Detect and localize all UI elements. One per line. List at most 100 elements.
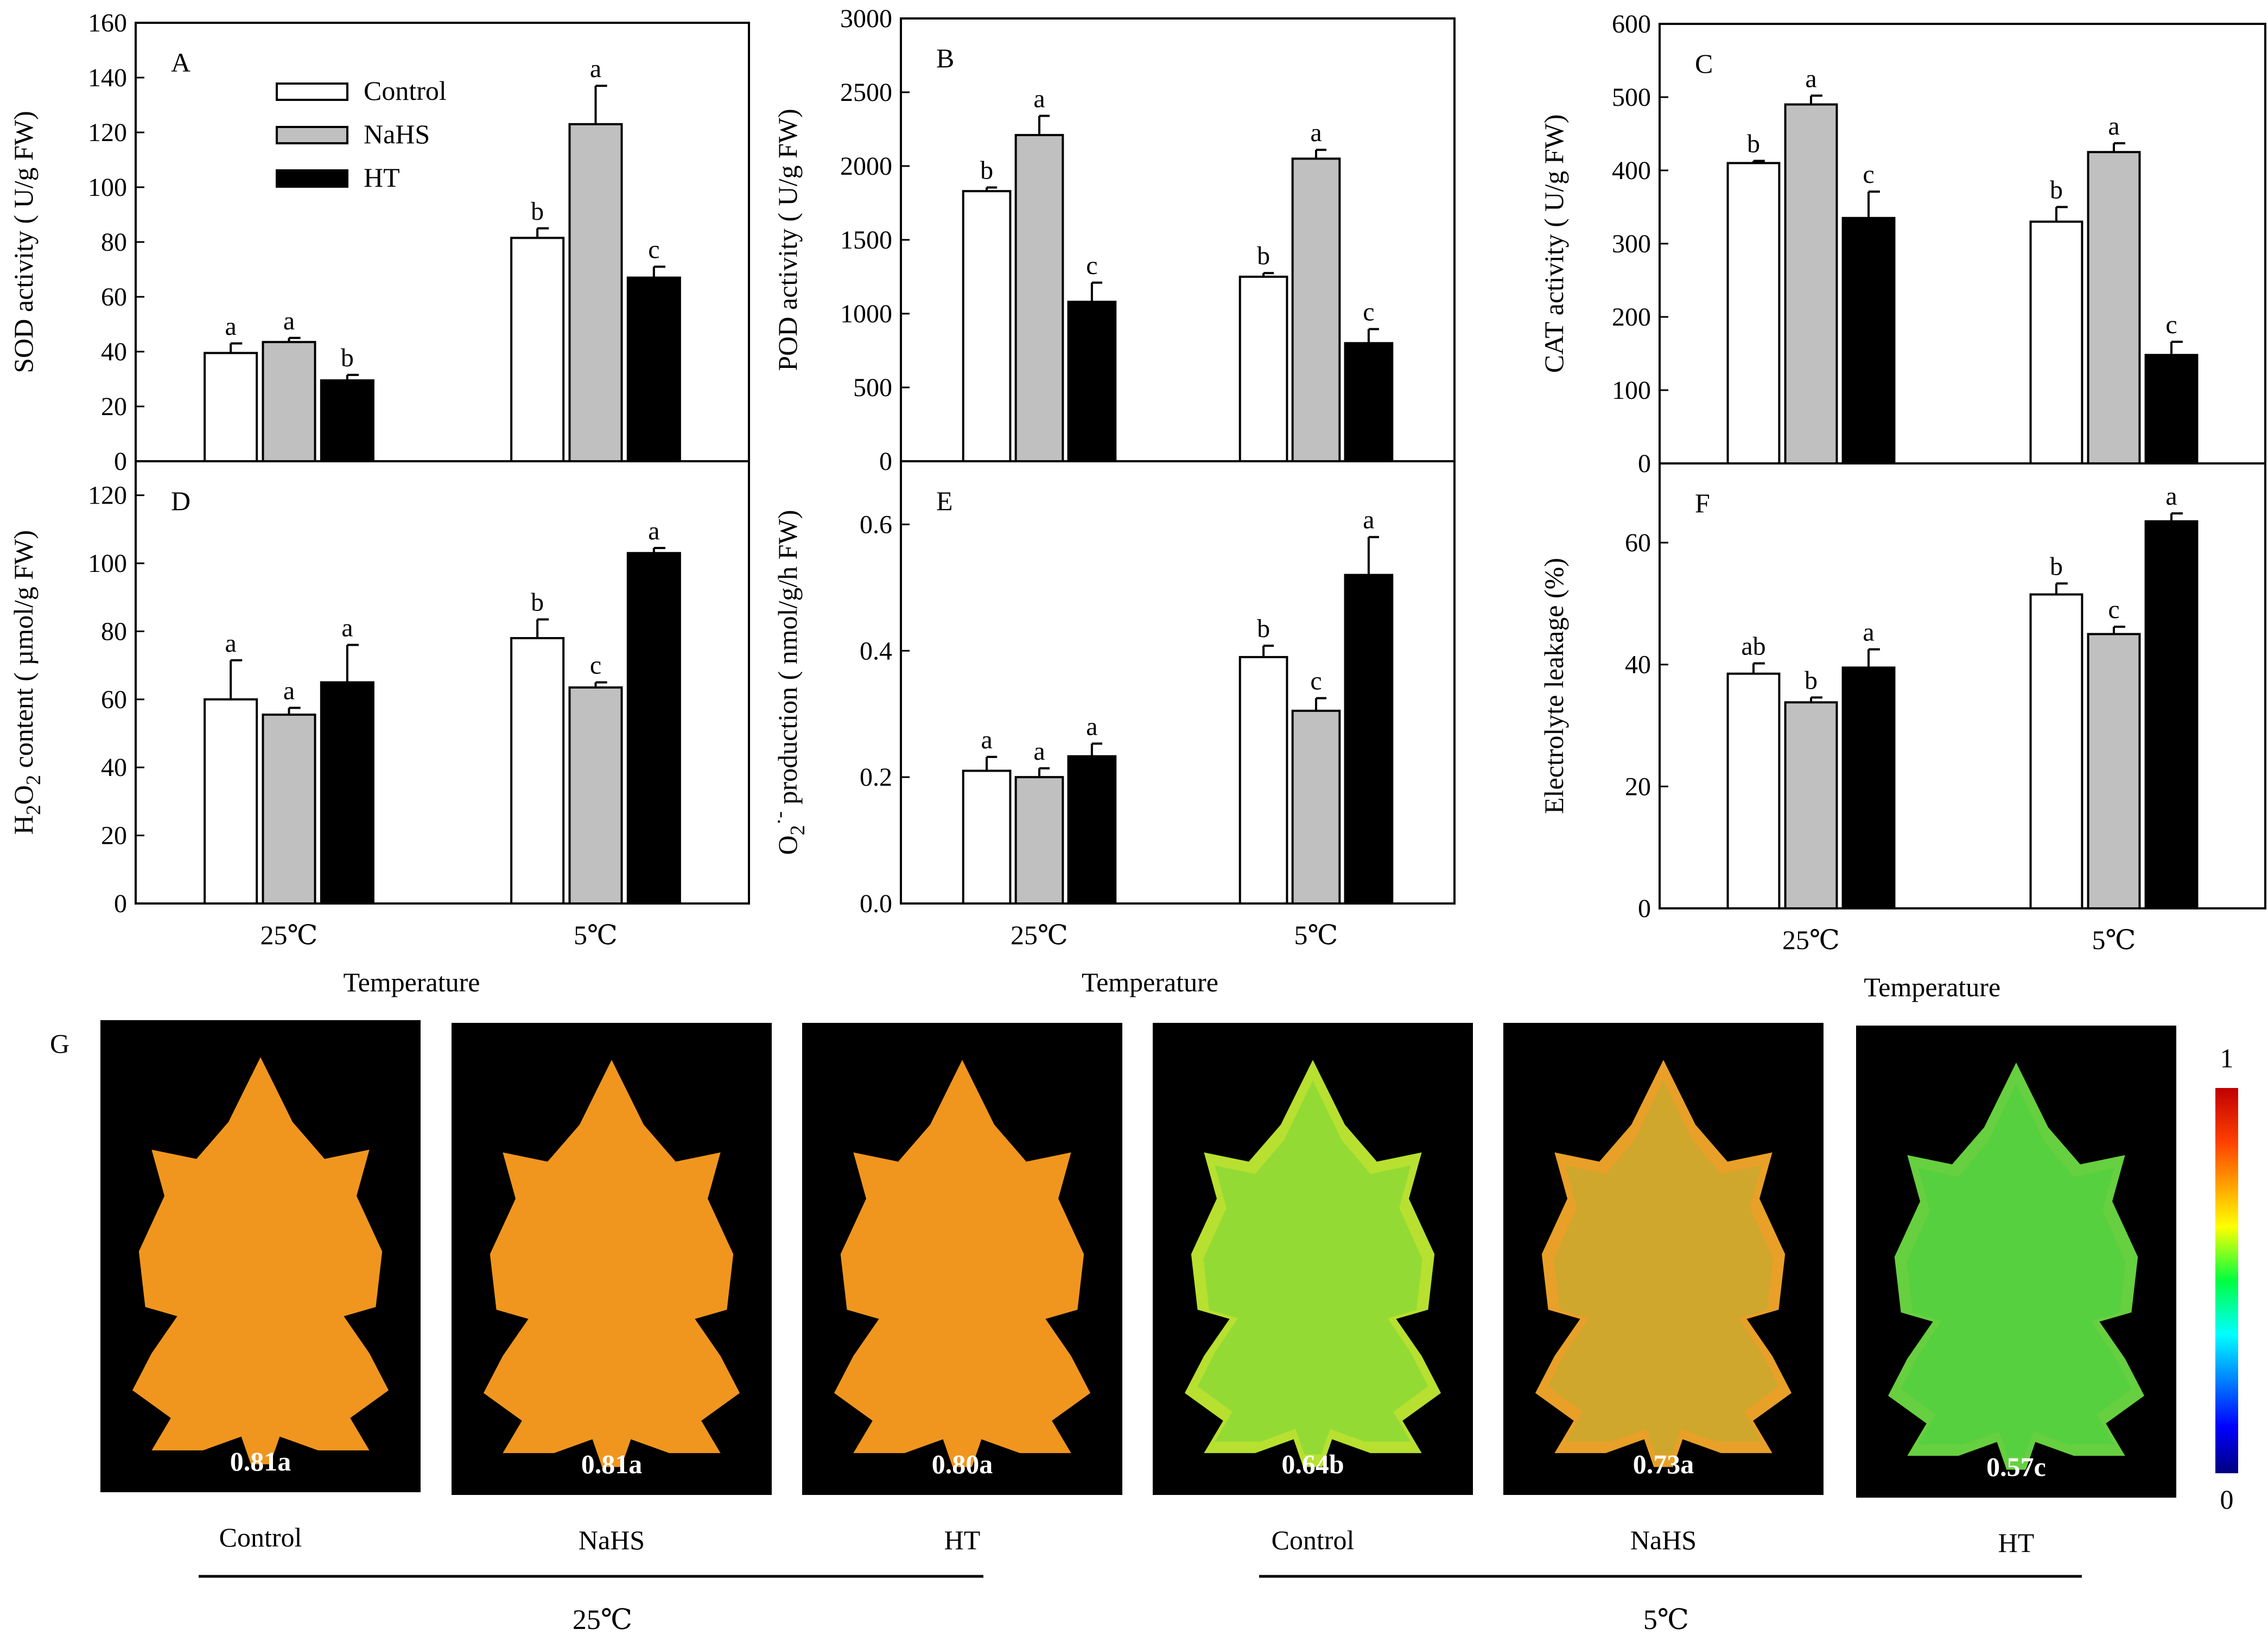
x-axis-label: Temperature xyxy=(1082,967,1218,997)
bar-ht xyxy=(1344,574,1394,905)
significance-letter: c xyxy=(1863,160,1874,189)
plot-frame xyxy=(1659,462,2266,909)
leaf-image: 0.73a NaHS xyxy=(1503,1023,1824,1555)
significance-letter: a xyxy=(590,54,601,83)
panel-label: E xyxy=(936,486,953,516)
leaf xyxy=(1888,1062,2144,1470)
panel-E: 0.0 0.2 0.4 0.6 O2·- production ( nmol/g/h F… xyxy=(768,460,1456,997)
legend-swatch-ht xyxy=(276,169,348,188)
bar-ht xyxy=(1344,342,1394,463)
fvfm-value: 0.80a xyxy=(932,1449,993,1479)
y-tick-label: 2000 xyxy=(840,152,892,181)
bar-ht xyxy=(2144,354,2199,465)
fvfm-value: 0.73a xyxy=(1633,1449,1694,1479)
significance-letter: a xyxy=(1863,618,1874,647)
significance-letter: a xyxy=(225,312,236,341)
legend-swatch-control xyxy=(276,82,348,101)
y-tick-label: 120 xyxy=(88,481,127,510)
significance-letter: a xyxy=(225,629,236,658)
significance-letter: a xyxy=(648,517,659,545)
bar-control xyxy=(510,237,565,462)
plot-frame xyxy=(135,460,750,905)
significance-letter: c xyxy=(590,651,601,680)
significance-letter: c xyxy=(2165,310,2177,339)
bar-nahs xyxy=(1784,103,1838,464)
y-tick-label: 3000 xyxy=(840,4,892,33)
legend-swatch-nahs xyxy=(276,126,348,144)
significance-letter: a xyxy=(2165,482,2177,511)
y-tick-label: 80 xyxy=(101,617,127,646)
y-tick-label: 300 xyxy=(1612,230,1651,258)
bar-nahs xyxy=(1014,776,1064,905)
significance-letter: a xyxy=(341,614,353,642)
bar-control xyxy=(2029,220,2083,464)
y-tick-label: 600 xyxy=(1612,10,1651,39)
significance-letter: b xyxy=(531,197,544,226)
panel-label: C xyxy=(1695,48,1713,79)
leaf-shading xyxy=(1548,1080,1779,1455)
plot-frame xyxy=(900,460,1456,905)
bar-control xyxy=(2029,593,2083,909)
bar-control xyxy=(204,352,258,463)
significance-letter: a xyxy=(1033,737,1045,766)
x-axis-label: Temperature xyxy=(344,967,480,997)
y-tick-label: 20 xyxy=(101,392,127,421)
significance-letter: a xyxy=(1086,712,1097,741)
panel-D: 0 20 40 60 80 100 120 H2O2 content ( µmol/g FW)… xyxy=(8,460,750,997)
significance-letter: b xyxy=(980,156,993,184)
leaf-image: 0.57c HT xyxy=(1856,1026,2176,1558)
y-axis-label: H2O2 content ( µmol/g FW) xyxy=(8,530,45,835)
panel-label: G xyxy=(50,1028,69,1059)
y-axis-label: CAT activity ( U/g FW) xyxy=(1539,114,1569,373)
leaf-caption: NaHS xyxy=(1630,1525,1697,1555)
leaf-caption: Control xyxy=(1272,1525,1355,1555)
fvfm-value: 0.64b xyxy=(1281,1449,1344,1479)
y-tick-label: 0.2 xyxy=(860,763,892,792)
y-tick-label: 200 xyxy=(1612,303,1651,332)
y-tick-label: 1000 xyxy=(840,300,892,328)
leaf xyxy=(1185,1060,1441,1467)
significance-letter: b xyxy=(1257,241,1270,270)
leaf-caption: HT xyxy=(1998,1528,2035,1558)
y-tick-label: 0 xyxy=(879,447,892,476)
significance-letter: a xyxy=(981,725,992,754)
y-tick-label: 0 xyxy=(1638,449,1651,478)
x-tick-label: 25℃ xyxy=(261,920,318,950)
significance-letter: b xyxy=(2050,552,2063,581)
group-label: 5℃ xyxy=(1643,1605,1689,1635)
y-tick-label: 60 xyxy=(101,283,127,311)
significance-letter: b xyxy=(1257,614,1270,643)
bar-control xyxy=(962,769,1012,905)
bar-ht xyxy=(1067,755,1117,905)
y-tick-label: 500 xyxy=(1612,83,1651,112)
colorbar-max: 1 xyxy=(2220,1043,2234,1073)
significance-letter: a xyxy=(1310,118,1322,147)
significance-letter: c xyxy=(1310,667,1322,696)
panel-F: 0 20 40 60 Electrolyte leakage (%) Fab b a 25℃ b c… xyxy=(1539,462,2266,1002)
fvfm-value: 0.81a xyxy=(581,1449,643,1479)
y-tick-label: 500 xyxy=(853,373,892,402)
significance-letter: a xyxy=(1805,64,1816,93)
y-tick-label: 120 xyxy=(88,118,127,147)
significance-letter: c xyxy=(648,235,659,264)
leaf-caption: Control xyxy=(219,1522,302,1552)
bar-nahs xyxy=(262,341,316,463)
significance-letter: b xyxy=(1805,666,1818,695)
leaf-shading xyxy=(1901,1083,2132,1458)
bar-ht xyxy=(1841,666,1896,910)
significance-letter: ab xyxy=(1741,632,1765,660)
y-tick-label: 0 xyxy=(1638,894,1651,923)
bar-control xyxy=(962,190,1012,462)
y-tick-label: 160 xyxy=(88,9,127,37)
y-tick-label: 2500 xyxy=(840,78,892,107)
bar-ht xyxy=(626,552,681,905)
significance-letter: a xyxy=(283,677,295,705)
y-axis-label: O2·- production ( nmol/g/h FW) xyxy=(768,510,809,855)
bar-ht xyxy=(320,681,374,905)
x-tick-label: 5℃ xyxy=(1294,920,1338,950)
bar-nahs xyxy=(568,686,623,905)
bar-control xyxy=(204,698,258,905)
y-tick-label: 140 xyxy=(88,63,127,92)
leaf xyxy=(484,1060,740,1467)
